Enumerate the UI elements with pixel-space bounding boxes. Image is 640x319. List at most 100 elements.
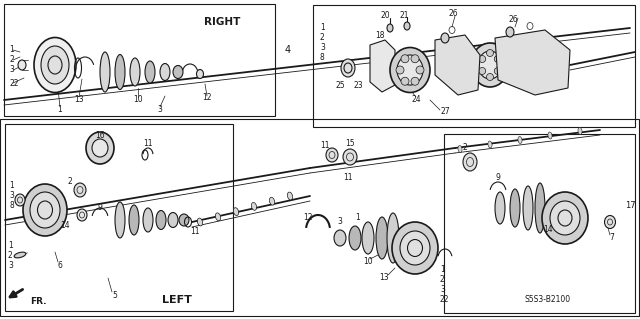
- Text: 8: 8: [320, 54, 324, 63]
- Ellipse shape: [234, 208, 239, 216]
- Ellipse shape: [392, 222, 438, 274]
- Ellipse shape: [341, 59, 355, 77]
- Text: 10: 10: [363, 257, 373, 266]
- Text: FR.: FR.: [30, 298, 47, 307]
- Ellipse shape: [173, 65, 183, 78]
- Ellipse shape: [115, 55, 125, 90]
- Ellipse shape: [196, 70, 204, 78]
- Ellipse shape: [387, 213, 399, 263]
- Bar: [0, 119, 639, 316]
- Text: 14: 14: [60, 220, 70, 229]
- Ellipse shape: [130, 58, 140, 86]
- Text: 1: 1: [9, 181, 13, 189]
- Ellipse shape: [145, 61, 155, 83]
- Text: 21: 21: [399, 11, 409, 20]
- Ellipse shape: [30, 192, 60, 228]
- Ellipse shape: [518, 137, 522, 144]
- Ellipse shape: [115, 202, 125, 238]
- Text: 17: 17: [625, 201, 636, 210]
- Circle shape: [494, 56, 501, 63]
- Ellipse shape: [400, 231, 430, 265]
- Ellipse shape: [441, 33, 449, 43]
- Text: 24: 24: [411, 95, 421, 105]
- Text: 11: 11: [343, 174, 353, 182]
- Bar: [313, 5, 635, 127]
- Text: 20: 20: [380, 11, 390, 20]
- Text: 10: 10: [133, 95, 143, 105]
- Ellipse shape: [334, 230, 346, 246]
- Bar: [4, 4, 275, 116]
- Ellipse shape: [404, 22, 410, 30]
- Text: 13: 13: [379, 273, 389, 283]
- Ellipse shape: [458, 145, 462, 152]
- Text: 2: 2: [440, 276, 445, 285]
- Ellipse shape: [129, 205, 139, 235]
- Text: 26: 26: [448, 10, 458, 19]
- Ellipse shape: [269, 197, 275, 205]
- Ellipse shape: [86, 132, 114, 164]
- Ellipse shape: [100, 52, 110, 92]
- Text: 22: 22: [440, 295, 449, 305]
- Text: 3: 3: [9, 65, 14, 75]
- Text: 14: 14: [543, 226, 553, 234]
- Ellipse shape: [376, 217, 388, 259]
- Text: 3: 3: [8, 261, 13, 270]
- Text: 16: 16: [95, 131, 105, 140]
- Ellipse shape: [326, 148, 338, 162]
- Ellipse shape: [495, 192, 505, 224]
- Text: 3: 3: [157, 106, 163, 115]
- Text: RIGHT: RIGHT: [204, 17, 240, 27]
- Circle shape: [486, 73, 493, 80]
- Text: LEFT: LEFT: [162, 295, 192, 305]
- Ellipse shape: [343, 149, 357, 165]
- Ellipse shape: [168, 212, 178, 227]
- Ellipse shape: [160, 63, 170, 80]
- Text: 7: 7: [609, 234, 614, 242]
- Text: 11: 11: [143, 138, 153, 147]
- Ellipse shape: [349, 226, 361, 250]
- Ellipse shape: [14, 252, 26, 258]
- Ellipse shape: [478, 51, 502, 79]
- Text: 3: 3: [337, 218, 342, 226]
- Text: 18: 18: [375, 31, 385, 40]
- Circle shape: [479, 68, 486, 75]
- Circle shape: [396, 66, 404, 74]
- Text: 15: 15: [345, 138, 355, 147]
- Ellipse shape: [506, 27, 514, 37]
- Ellipse shape: [74, 183, 86, 197]
- Text: 22: 22: [9, 78, 19, 87]
- Text: 3: 3: [9, 190, 14, 199]
- Text: 5: 5: [113, 291, 117, 300]
- Ellipse shape: [510, 189, 520, 227]
- Text: 26: 26: [508, 16, 518, 25]
- Circle shape: [486, 49, 493, 56]
- Text: 23: 23: [353, 80, 363, 90]
- Text: 1: 1: [356, 213, 360, 222]
- Text: 1: 1: [440, 265, 445, 275]
- Text: 12: 12: [202, 93, 212, 102]
- Ellipse shape: [548, 132, 552, 139]
- Ellipse shape: [605, 216, 616, 228]
- Ellipse shape: [362, 222, 374, 254]
- Ellipse shape: [390, 48, 430, 93]
- Text: 6: 6: [58, 261, 63, 270]
- Ellipse shape: [41, 46, 69, 84]
- Ellipse shape: [578, 128, 582, 135]
- Ellipse shape: [287, 192, 292, 200]
- Ellipse shape: [197, 218, 203, 226]
- Ellipse shape: [471, 43, 509, 87]
- Circle shape: [479, 56, 486, 63]
- Text: 11: 11: [320, 140, 330, 150]
- Text: 19: 19: [523, 68, 533, 77]
- Text: 2: 2: [9, 56, 13, 64]
- Text: 9: 9: [97, 203, 102, 211]
- Polygon shape: [435, 35, 480, 95]
- Text: 25: 25: [335, 80, 345, 90]
- Circle shape: [416, 66, 424, 74]
- Polygon shape: [495, 30, 570, 95]
- Ellipse shape: [15, 194, 25, 206]
- Ellipse shape: [463, 153, 477, 171]
- Ellipse shape: [523, 186, 533, 230]
- Text: 1: 1: [320, 24, 324, 33]
- Ellipse shape: [397, 55, 423, 85]
